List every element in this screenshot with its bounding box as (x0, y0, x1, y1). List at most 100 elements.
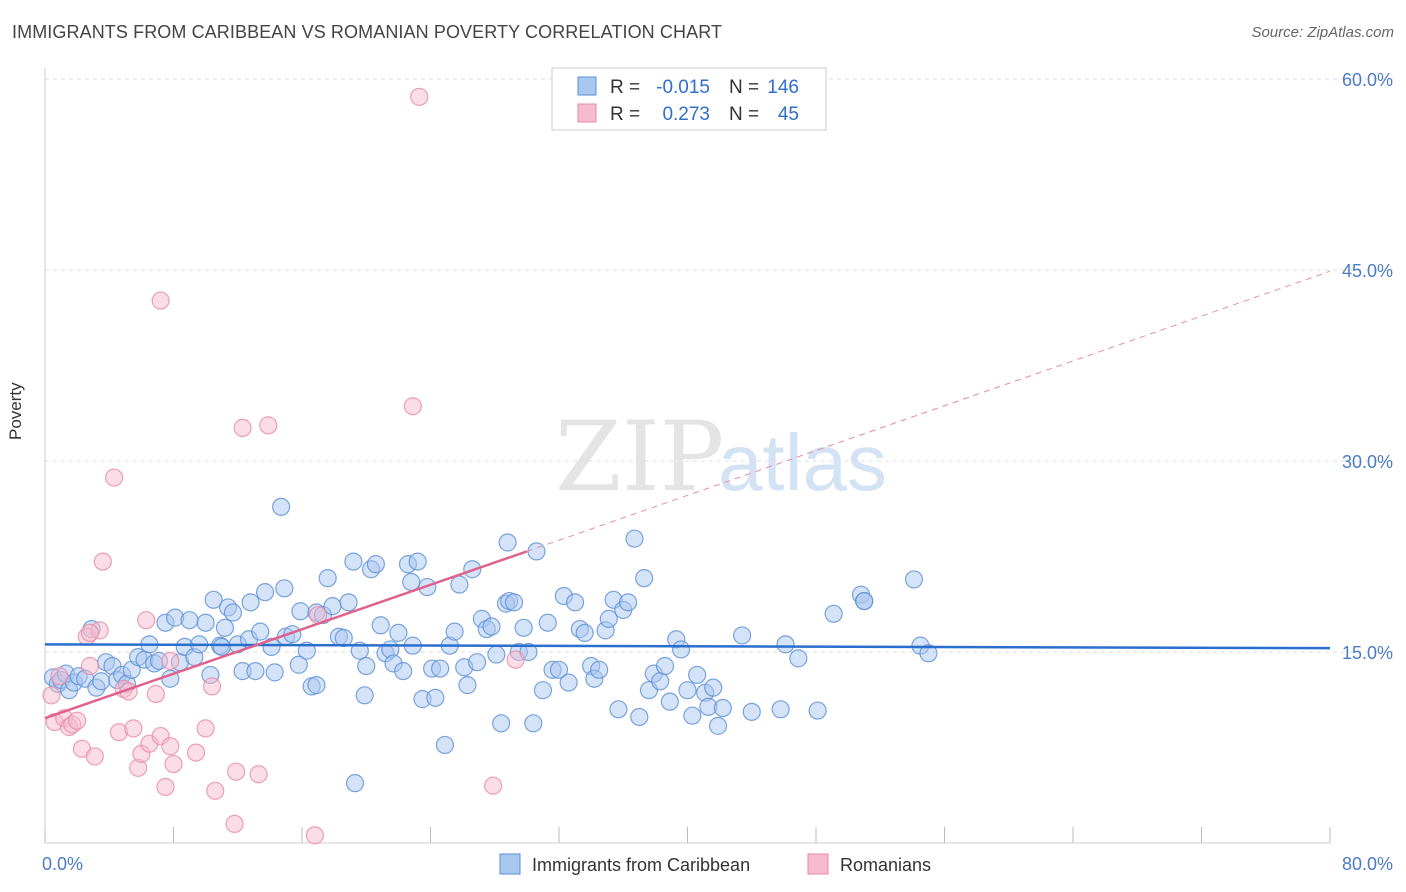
legend-r-label-0: R = (610, 77, 640, 98)
romanians-point-2 (50, 667, 69, 686)
caribbean-point-99 (524, 714, 543, 733)
caribbean-point-128 (671, 640, 691, 659)
caribbean-point-94 (504, 593, 524, 612)
caribbean-point-126 (660, 692, 679, 711)
caribbean-point-81 (445, 622, 464, 641)
romanians-point-39 (410, 87, 429, 106)
romanians-point-9 (80, 656, 100, 676)
romanians-trend-extension (526, 270, 1331, 552)
romanians-point-34 (249, 765, 268, 784)
caribbean-point-49 (291, 602, 310, 621)
romanians-point-25 (161, 737, 180, 756)
caribbean-point-82 (450, 575, 469, 594)
caribbean-point-153 (307, 676, 326, 695)
caribbean-point-91 (492, 714, 511, 733)
caribbean-point-139 (776, 635, 795, 654)
caribbean-point-57 (334, 628, 353, 648)
caribbean-point-125 (655, 656, 675, 676)
caribbean-point-152 (275, 579, 294, 598)
caribbean-point-95 (498, 533, 517, 552)
romanians-point-24 (156, 777, 175, 797)
legend-n-label-1: N = (729, 104, 759, 125)
caribbean-point-30 (196, 613, 215, 632)
tick-labels: 15.0% 30.0% 45.0% 60.0% 0.0% 80.0% (42, 70, 1393, 874)
series-romanians-points (42, 87, 525, 845)
caribbean-point-27 (180, 611, 199, 630)
legend-swatch-1 (577, 103, 597, 123)
caribbean-point-142 (808, 701, 827, 720)
source-credit: Source: ZipAtlas.com (1251, 24, 1394, 41)
romanians-point-26 (164, 754, 183, 774)
romanians-point-28 (196, 719, 215, 738)
romanians-point-41 (506, 650, 525, 669)
y-tick-label-0: 15.0% (1342, 643, 1393, 663)
caribbean-point-135 (708, 716, 728, 735)
caribbean-point-58 (339, 593, 358, 612)
caribbean-point-124 (651, 672, 670, 691)
caribbean-point-147 (904, 570, 924, 589)
caribbean-point-138 (742, 702, 761, 721)
caribbean-point-141 (789, 649, 808, 668)
legend-r-value-1: 0.273 (662, 104, 710, 125)
caribbean-point-10 (92, 672, 111, 691)
romanians-point-17 (124, 719, 143, 738)
caribbean-point-154 (357, 656, 376, 676)
caribbean-point-130 (683, 706, 702, 725)
romanians-point-31 (225, 814, 244, 834)
caribbean-point-97 (514, 618, 533, 637)
caribbean-point-43 (262, 637, 281, 657)
caribbean-point-54 (318, 569, 337, 588)
romanians-point-12 (93, 552, 112, 571)
romanians-point-43 (80, 623, 100, 643)
caribbean-point-34 (215, 618, 234, 637)
caribbean-point-136 (713, 698, 732, 718)
bottom-legend-label-1: Romanians (840, 855, 931, 875)
romanians-point-0 (42, 686, 61, 705)
caribbean-point-150 (212, 637, 231, 657)
romanians-point-27 (186, 743, 206, 762)
caribbean-point-101 (533, 681, 553, 700)
caribbean-point-137 (733, 626, 752, 645)
caribbean-point-109 (575, 623, 594, 643)
caribbean-point-86 (467, 653, 487, 672)
caribbean-point-79 (435, 735, 455, 755)
watermark-atlas: atlas (718, 418, 887, 507)
grid-lines (45, 78, 1394, 653)
caribbean-point-116 (609, 700, 628, 719)
caribbean-point-118 (618, 593, 638, 612)
caribbean-point-146 (855, 591, 874, 611)
caribbean-point-70 (394, 661, 413, 681)
caribbean-point-41 (251, 622, 270, 641)
caribbean-point-90 (487, 645, 506, 664)
romanians-point-40 (484, 776, 503, 795)
legend-n-label-0: N = (729, 77, 759, 98)
romanians-point-10 (85, 747, 104, 766)
caribbean-point-73 (408, 552, 427, 571)
romanians-point-32 (227, 762, 246, 781)
romanians-trend-line (44, 550, 528, 720)
y-tick-label-3: 60.0% (1342, 70, 1393, 90)
legend-box (551, 67, 827, 131)
romanians-point-38 (403, 397, 422, 416)
caribbean-point-104 (549, 660, 569, 679)
bottom-legend-swatch-0 (499, 853, 521, 875)
caribbean-point-129 (678, 681, 697, 700)
legend-r-label-1: R = (610, 104, 640, 125)
romanians-point-35 (259, 416, 278, 435)
caribbean-point-149 (919, 644, 938, 663)
legend-n-value-0: 146 (767, 77, 799, 98)
caribbean-point-65 (371, 616, 390, 635)
caribbean-point-69 (389, 623, 408, 643)
caribbean-point-119 (625, 529, 644, 548)
x-tick-label-left: 0.0% (42, 854, 83, 874)
romanians-point-20 (137, 611, 156, 630)
caribbean-point-45 (272, 497, 291, 516)
axes (44, 68, 1331, 844)
caribbean-point-114 (599, 609, 618, 628)
legend: R = -0.015 N = 146 R = 0.273 N = 45 (551, 67, 827, 131)
caribbean-point-61 (345, 774, 365, 793)
caribbean-point-143 (824, 604, 843, 623)
y-tick-label-2: 45.0% (1342, 261, 1393, 281)
